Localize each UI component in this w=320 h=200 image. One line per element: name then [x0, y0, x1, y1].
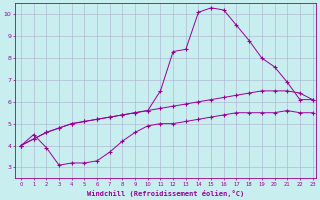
X-axis label: Windchill (Refroidissement éolien,°C): Windchill (Refroidissement éolien,°C) — [87, 190, 244, 197]
